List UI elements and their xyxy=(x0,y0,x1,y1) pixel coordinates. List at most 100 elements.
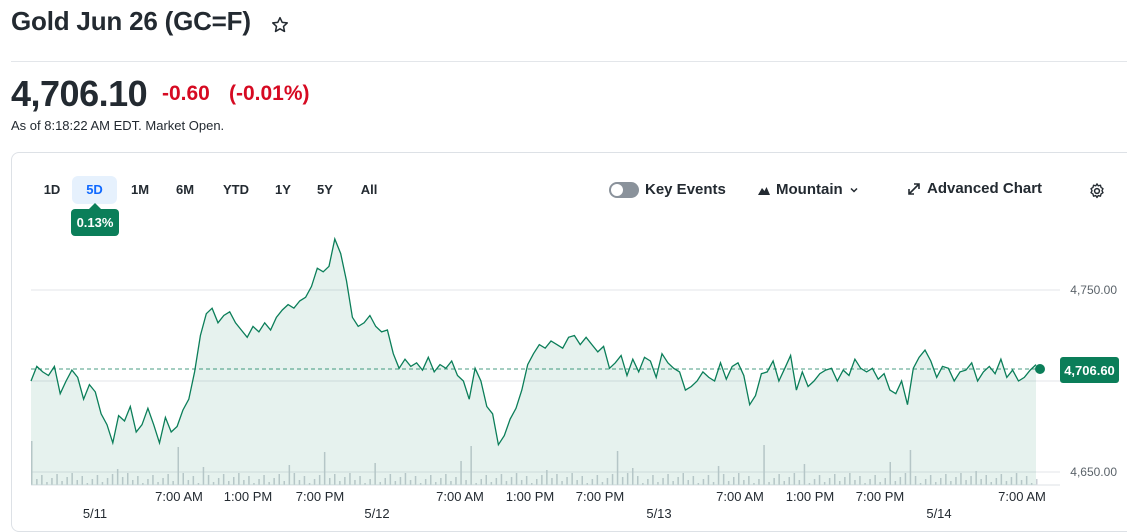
volume-bar xyxy=(556,474,558,485)
chart-type-label: Mountain xyxy=(776,181,843,198)
volume-bar xyxy=(965,480,967,485)
volume-bar xyxy=(798,480,801,485)
volume-bar xyxy=(278,474,280,485)
volume-bar xyxy=(41,475,43,485)
volume-bar xyxy=(288,465,291,485)
x-time-label: 1:00 PM xyxy=(224,489,272,504)
x-time-label: 7:00 PM xyxy=(296,489,344,504)
volume-bar xyxy=(273,478,275,485)
range-1m[interactable]: 1M xyxy=(130,182,150,197)
volume-bar xyxy=(354,480,356,485)
volume-bar xyxy=(864,483,866,485)
volume-bar xyxy=(1015,473,1018,485)
volume-bar xyxy=(409,480,412,485)
volume-bar xyxy=(793,473,796,485)
volume-bar xyxy=(985,475,987,485)
price-line xyxy=(30,236,1037,447)
volume-bar xyxy=(101,482,104,485)
volume-bar xyxy=(904,473,907,485)
volume-bar xyxy=(647,479,649,485)
volume-bar xyxy=(854,480,856,485)
volume-bar xyxy=(899,477,902,485)
volume-bar xyxy=(197,483,200,485)
volume-bar xyxy=(313,479,316,485)
volume-bar xyxy=(632,468,634,485)
volume-bar xyxy=(56,474,58,485)
range-6m[interactable]: 6M xyxy=(175,182,195,197)
volume-bar xyxy=(76,480,78,485)
volume-bar xyxy=(1030,483,1033,485)
volume-bar xyxy=(243,480,245,485)
volume-bar xyxy=(692,476,695,485)
range-all[interactable]: All xyxy=(360,182,378,197)
volume-bar xyxy=(323,452,326,485)
volume-bar xyxy=(369,479,371,485)
x-date-label: 5/11 xyxy=(83,506,107,521)
volume-bar xyxy=(783,481,785,485)
volume-bar xyxy=(1010,477,1013,485)
volume-bar xyxy=(379,482,381,485)
volume-bar xyxy=(248,476,250,485)
volume-bar xyxy=(844,477,846,485)
key-events-toggle[interactable]: Key Events xyxy=(609,181,726,198)
volume-bar xyxy=(889,462,891,485)
volume-bar xyxy=(1025,476,1028,485)
advanced-chart-button[interactable]: Advanced Chart xyxy=(907,180,1042,197)
volume-bar xyxy=(975,471,977,485)
price-area-fill xyxy=(31,239,1036,485)
volume-bar xyxy=(349,473,351,485)
volume-bar xyxy=(157,482,159,485)
volume-bar xyxy=(36,479,38,485)
volume-bar xyxy=(621,477,624,485)
volume-bar xyxy=(455,477,457,485)
volume-bar xyxy=(909,450,912,485)
gear-icon[interactable] xyxy=(1088,182,1106,200)
last-price-tag xyxy=(1060,357,1119,383)
volume-bar xyxy=(339,481,341,485)
volume-bar xyxy=(111,474,114,485)
x-date-label: 5/14 xyxy=(926,506,951,521)
volume-bar xyxy=(733,477,735,485)
volume-bar xyxy=(192,476,195,485)
volume-bar xyxy=(440,478,442,485)
toggle-switch-icon[interactable] xyxy=(609,181,639,198)
volume-bar xyxy=(586,483,588,485)
volume-bar xyxy=(485,475,487,485)
volume-bar xyxy=(334,474,336,485)
range-1y[interactable]: 1Y xyxy=(275,182,291,197)
range-ytd[interactable]: YTD xyxy=(223,182,249,197)
volume-bar xyxy=(147,479,149,485)
volume-bar xyxy=(803,464,806,485)
range-1d[interactable]: 1D xyxy=(43,182,61,197)
volume-bar xyxy=(460,461,462,485)
chart-type-dropdown[interactable]: Mountain xyxy=(758,181,859,198)
volume-bar xyxy=(445,474,447,485)
volume-bar xyxy=(823,482,826,485)
volume-bar xyxy=(940,478,942,485)
volume-bar xyxy=(374,463,376,485)
volume-bar xyxy=(596,475,599,485)
volume-bar xyxy=(561,481,563,485)
volume-bar xyxy=(414,476,417,485)
volume-bar xyxy=(238,473,240,485)
volume-bar xyxy=(662,478,664,485)
star-outline-icon[interactable] xyxy=(270,15,290,35)
volume-bar xyxy=(834,474,836,485)
volume-bar xyxy=(1036,479,1038,485)
volume-bar xyxy=(773,478,775,485)
volume-bar xyxy=(475,483,477,485)
volume-bar xyxy=(874,475,876,485)
volume-bar xyxy=(606,478,609,485)
volume-bar xyxy=(505,481,508,485)
volume-bar xyxy=(869,479,871,485)
volume-bar xyxy=(152,475,154,485)
volume-bar xyxy=(758,479,760,485)
range-5y[interactable]: 5Y xyxy=(317,182,333,197)
y-tick-label: 4,650.00 xyxy=(1070,465,1117,479)
volume-bar xyxy=(687,480,689,485)
range-5d[interactable]: 5D xyxy=(72,176,117,204)
volume-bar xyxy=(1005,481,1008,485)
quote-timestamp: As of 8:18:22 AM EDT. Market Open. xyxy=(11,118,225,133)
volume-bar xyxy=(450,481,452,485)
